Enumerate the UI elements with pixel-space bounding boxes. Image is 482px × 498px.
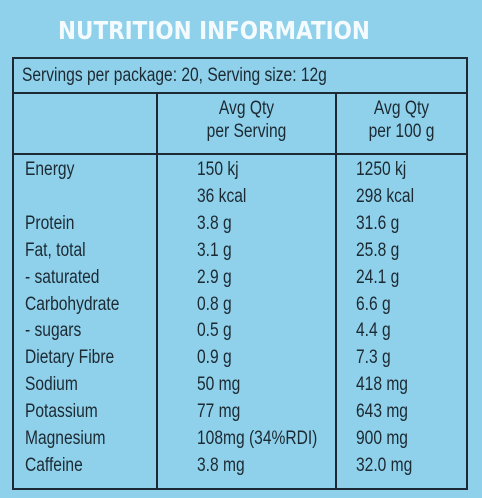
- per-serving-value: 3.8 mg: [197, 454, 245, 476]
- per-100g-value: 7.3 g: [356, 347, 391, 369]
- per-100g-value: 6.6 g: [356, 293, 391, 315]
- per-serving-value: 36 kcal: [197, 185, 247, 207]
- per-100g-value: 1250 kj: [356, 159, 407, 180]
- per-100g-value: 418 mg: [356, 374, 408, 396]
- per-serving-value: 0.8 g: [197, 293, 232, 315]
- column-divider: [156, 94, 158, 488]
- divider: [14, 153, 466, 155]
- nutrient-name: Protein: [25, 212, 75, 234]
- per-100g-value: 298 kcal: [356, 185, 415, 207]
- nutrient-name: - sugars: [25, 320, 82, 342]
- nutrient-name: Magnesium: [25, 428, 106, 449]
- nutrient-name: Carbohydrate: [25, 293, 120, 315]
- header-per-serving-line2: per Serving: [206, 121, 287, 142]
- nutrient-name: Caffeine: [25, 454, 83, 476]
- per-100g-value: 25.8 g: [356, 239, 400, 261]
- per-serving-value: 77 mg: [197, 401, 241, 423]
- per-serving-value: 0.5 g: [197, 320, 232, 342]
- header-per-100g-line1: Avg Qty: [373, 98, 430, 119]
- column-divider: [335, 94, 337, 488]
- nutrient-name: Dietary Fibre: [25, 347, 115, 369]
- divider: [14, 92, 466, 94]
- per-serving-value: 108mg (34%RDI): [197, 428, 318, 449]
- header-per-serving-line1: Avg Qty: [218, 98, 275, 119]
- per-100g-value: 31.6 g: [356, 212, 400, 234]
- nutrient-name: Energy: [25, 159, 75, 180]
- nutrient-name: Sodium: [25, 374, 78, 396]
- per-serving-value: 3.8 g: [197, 212, 232, 234]
- nutrient-name: - saturated: [25, 266, 100, 288]
- nutrient-name: Potassium: [25, 401, 98, 423]
- servings-line: Servings per package: 20, Serving size: …: [22, 65, 327, 86]
- per-serving-value: 50 mg: [197, 374, 241, 396]
- nutrition-table: Servings per package: 20, Serving size: …: [12, 57, 468, 490]
- panel-title: NUTRITION INFORMATION: [58, 16, 370, 45]
- per-100g-value: 900 mg: [356, 428, 408, 449]
- nutrient-name: Fat, total: [25, 239, 86, 261]
- per-serving-value: 150 kj: [197, 159, 239, 180]
- per-100g-value: 4.4 g: [356, 320, 391, 342]
- per-serving-value: 3.1 g: [197, 239, 232, 261]
- header-per-100g-line2: per 100 g: [368, 121, 435, 142]
- per-100g-value: 643 mg: [356, 401, 408, 423]
- per-100g-value: 24.1 g: [356, 266, 400, 288]
- per-100g-value: 32.0 mg: [356, 454, 413, 476]
- per-serving-value: 2.9 g: [197, 266, 232, 288]
- per-serving-value: 0.9 g: [197, 347, 232, 369]
